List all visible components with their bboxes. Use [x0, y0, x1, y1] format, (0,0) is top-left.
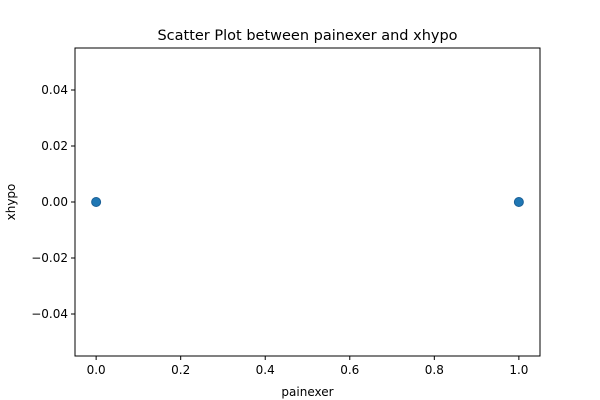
chart-title: Scatter Plot between painexer and xhypo: [157, 28, 457, 44]
x-axis-label: painexer: [281, 385, 333, 399]
y-axis-label: xhypo: [4, 184, 18, 221]
x-tick-label: 0.6: [340, 363, 359, 377]
axes-frame: [74, 47, 541, 357]
x-tick-label: 0.0: [87, 363, 106, 377]
y-axis-ticks: −0.04 −0.02 0.00 0.02 0.04: [31, 83, 75, 321]
data-points: [91, 197, 524, 207]
x-tick-label: 0.4: [256, 363, 275, 377]
data-point: [91, 197, 102, 207]
x-tick-label: 0.8: [425, 363, 444, 377]
y-tick-label: 0.02: [41, 139, 68, 153]
y-tick-label: −0.04: [31, 307, 68, 321]
y-tick-label: −0.02: [31, 251, 68, 265]
x-tick-label: 0.2: [171, 363, 190, 377]
data-point: [513, 197, 524, 207]
y-tick-label: 0.04: [41, 83, 68, 97]
y-tick-label: 0.00: [41, 195, 68, 209]
x-axis-ticks: 0.0 0.2 0.4 0.6 0.8 1.0: [87, 356, 528, 377]
x-tick-label: 1.0: [509, 363, 528, 377]
